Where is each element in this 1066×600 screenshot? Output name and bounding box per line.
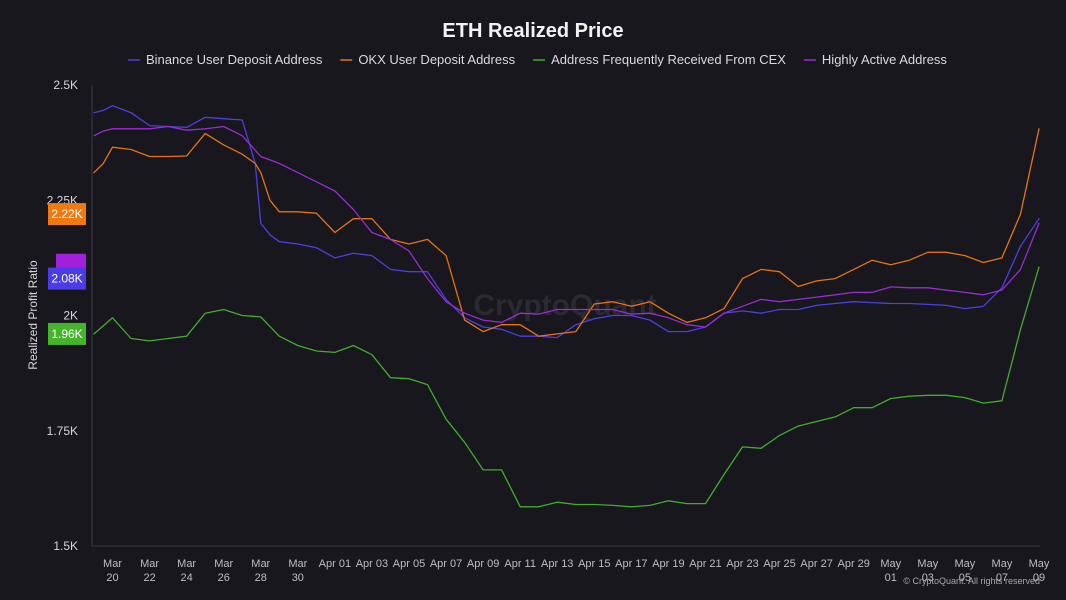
legend-item-0[interactable]: Binance User Deposit Address	[128, 52, 323, 67]
x-tick-label: Apr 05	[393, 558, 425, 570]
x-tick-label: Mar 30	[288, 558, 307, 584]
x-tick-label: May 01	[880, 558, 901, 584]
badge-bg	[48, 267, 86, 290]
value-badge-3: 1.96K	[48, 322, 86, 345]
x-tick-label: Apr 19	[652, 558, 684, 570]
x-tick-label: Mar 26	[214, 558, 233, 584]
chart-title: ETH Realized Price	[442, 20, 623, 42]
badge-label: 1.96K	[51, 327, 82, 341]
x-tick-label: Apr 07	[430, 558, 462, 570]
series-line-2	[93, 266, 1040, 508]
legend-label: Binance User Deposit Address	[146, 52, 323, 67]
x-tick-label: Apr 27	[800, 558, 832, 570]
x-tick-label: Apr 25	[763, 558, 795, 570]
value-badge-0: 2.22K	[48, 203, 86, 226]
badge-bg	[48, 322, 86, 345]
badge-bg	[48, 203, 86, 226]
x-tick-label: Mar 28	[251, 558, 270, 584]
legend-item-3[interactable]: Highly Active Address	[803, 52, 948, 67]
x-tick-label: Apr 01	[319, 558, 351, 570]
x-tick-label: Mar 24	[177, 558, 196, 584]
x-tick-label: May 09	[1029, 558, 1050, 584]
x-tick-label: Mar 20	[103, 558, 122, 584]
x-tick-label: Apr 23	[726, 558, 758, 570]
series-lines	[93, 105, 1040, 508]
y-tick-label: 2K	[63, 309, 78, 323]
x-tick-label: May 03	[917, 558, 938, 584]
copyright-credit: © CryptoQuant. All rights reserved	[903, 576, 1040, 586]
x-tick-label: Apr 09	[467, 558, 499, 570]
x-tick-label: Apr 11	[504, 558, 536, 570]
y-tick-label: 1.75K	[47, 424, 78, 438]
x-tick-label: Mar 22	[140, 558, 159, 584]
legend-item-1[interactable]: OKX User Deposit Address	[340, 52, 516, 67]
legend-label: OKX User Deposit Address	[358, 52, 515, 67]
series-line-3	[93, 125, 1040, 328]
x-tick-label: May 05	[954, 558, 975, 584]
x-tick-label: May 07	[992, 558, 1013, 584]
y-tick-label: 2.5K	[53, 78, 78, 92]
y-axis-label: Realized Profit Ratio	[26, 260, 40, 370]
badge-label: 2.22K	[51, 207, 82, 221]
legend-label: Address Frequently Received From CEX	[551, 52, 786, 67]
x-tick-label: Apr 17	[615, 558, 647, 570]
x-tick-label: Apr 29	[837, 558, 869, 570]
value-badges: 2.22K 2.08K 1.96K	[48, 203, 86, 345]
legend[interactable]: Binance User Deposit Address OKX User Dep…	[128, 52, 947, 67]
legend-item-2[interactable]: Address Frequently Received From CEX	[533, 52, 786, 67]
x-axis: Mar 20 Mar 22 Mar 24 Mar 26 Mar 28 Mar 30 Apr 01 Apr …	[92, 545, 1050, 584]
x-tick-label: Apr 15	[578, 558, 610, 570]
x-tick-label: Apr 21	[689, 558, 721, 570]
x-tick-label: Apr 03	[356, 558, 388, 570]
legend-label: Highly Active Address	[822, 52, 948, 67]
y-tick-label: 1.5K	[53, 539, 78, 553]
x-tick-label: Apr 13	[541, 558, 573, 570]
badge-label: 2.08K	[51, 272, 82, 286]
series-line-1	[93, 128, 1040, 337]
value-badge-2: 2.08K	[48, 267, 86, 290]
